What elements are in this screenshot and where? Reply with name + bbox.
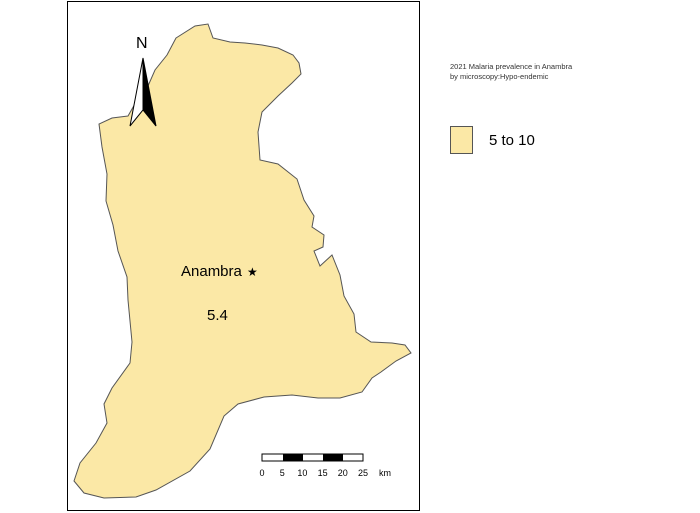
scale-tick-label: 5: [280, 468, 285, 478]
legend: 5 to 10: [450, 126, 535, 154]
map-title-line-1: 2021 Malaria prevalence in Anambra: [450, 62, 573, 71]
scale-unit-label: km: [379, 468, 391, 478]
north-arrow-right-half-icon: [142, 57, 157, 127]
scale-tick-label: 25: [358, 468, 368, 478]
region-value-label: 5.4: [207, 307, 228, 324]
scale-bar-segment: [283, 454, 303, 461]
region-name-label: Anambra: [181, 263, 243, 280]
map-title: 2021 Malaria prevalence in Anambra by mi…: [450, 62, 572, 82]
scale-tick-label: 15: [318, 468, 328, 478]
map-title-line-2: by microscopy:Hypo-endemic: [450, 72, 549, 81]
north-arrow: N: [129, 35, 157, 127]
scale-tick-label: 20: [338, 468, 348, 478]
scale-bar-segment: [323, 454, 343, 461]
legend-swatch: [450, 126, 473, 154]
capital-star-icon: ★: [247, 265, 258, 279]
legend-label: 5 to 10: [489, 131, 535, 149]
anambra-region-polygon[interactable]: [73, 23, 412, 499]
north-label: N: [136, 35, 148, 52]
scale-tick-label: 0: [259, 468, 264, 478]
scale-bar: 0 5 10 15 20 25 km: [259, 453, 391, 478]
scale-tick-label: 10: [297, 468, 307, 478]
